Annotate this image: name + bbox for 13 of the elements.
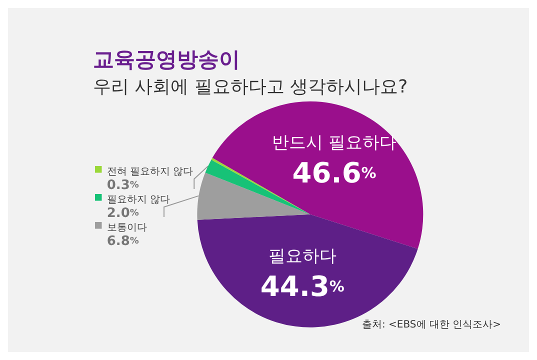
data-label: 6.8%	[106, 234, 139, 249]
data-label: 44.3%	[260, 270, 344, 303]
legend-label: 필요하지 않다	[106, 194, 170, 206]
slice-label: 필요하다	[268, 246, 336, 266]
source-note: 출처: <EBS에 대한 인식조사>	[362, 320, 501, 330]
data-label: 46.6%	[292, 156, 376, 190]
legend-label: 전혀 필요하지 않다	[106, 166, 194, 178]
chart-subtitle: 우리 사회에 필요하다고 생각하시나요?	[93, 76, 408, 98]
chart-title: 교육공영방송이	[93, 48, 240, 72]
legend-label: 보통이다	[106, 222, 147, 234]
slice-label: 반드시 필요하다	[272, 132, 396, 153]
data-label: 0.3%	[106, 178, 139, 193]
data-label: 2.0%	[106, 206, 139, 221]
